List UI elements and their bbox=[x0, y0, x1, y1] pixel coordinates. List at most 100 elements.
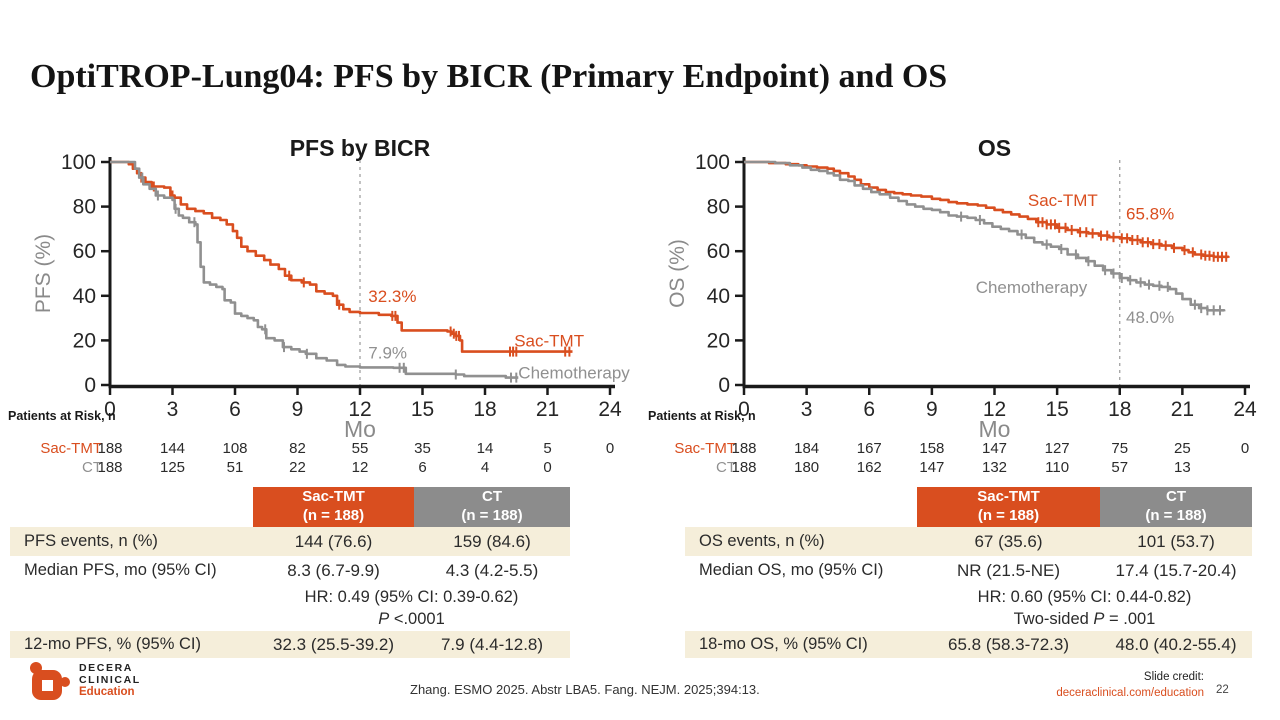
os-table-header-row: Sac-TMT (n = 188) CT (n = 188) bbox=[685, 487, 1252, 527]
logo-line-1: DECERA bbox=[79, 662, 133, 675]
risk-count: 108 bbox=[222, 440, 247, 457]
x-tick-label: 6 bbox=[229, 398, 241, 421]
hazard-ratio-block: HR: 0.60 (95% CI: 0.44-0.82) Two-sided P… bbox=[917, 585, 1252, 631]
table-row: PFS events, n (%) 144 (76.6) 159 (84.6) bbox=[10, 527, 570, 556]
pfs-kaplan-meier-chart: PFS by BICR 0 3 6 9 12 15 18 21 24 0 20 40 60 80 100 Mo P… bbox=[0, 135, 640, 480]
risk-count: 0 bbox=[543, 459, 551, 476]
row-value-sac-tmt: 32.3 (25.5-39.2) bbox=[273, 634, 394, 654]
decera-logo-icon bbox=[30, 661, 70, 701]
row-label: OS events, n (%) bbox=[699, 532, 825, 550]
header-arm-n: (n = 188) bbox=[977, 507, 1040, 524]
risk-count: 158 bbox=[919, 440, 944, 457]
x-tick-label: 24 bbox=[598, 398, 622, 421]
y-tick-label: 0 bbox=[84, 374, 96, 397]
header-arm-n: (n = 188) bbox=[302, 507, 365, 524]
x-tick-label: 18 bbox=[473, 398, 496, 421]
slide-credit-label: Slide credit: bbox=[1143, 671, 1204, 683]
header-arm-name: CT bbox=[1166, 488, 1186, 506]
chart-annotation: 32.3% bbox=[368, 287, 416, 306]
y-axis-label: OS (%) bbox=[666, 239, 689, 308]
risk-count: 82 bbox=[289, 440, 306, 457]
y-tick-label: 20 bbox=[707, 329, 730, 352]
chart-title: PFS by BICR bbox=[290, 135, 431, 161]
risk-count: 4 bbox=[481, 459, 489, 476]
x-axis-label: Mo bbox=[344, 416, 376, 442]
risk-count: 188 bbox=[731, 459, 756, 476]
chart-annotation: 65.8% bbox=[1126, 204, 1174, 223]
risk-count: 35 bbox=[414, 440, 431, 457]
header-arm-name: Sac-TMT bbox=[302, 488, 365, 506]
row-value-ct: 4.3 (4.2-5.5) bbox=[445, 560, 539, 580]
p-value-line: P <.0001 bbox=[378, 610, 445, 628]
risk-row-label: Sac-TMT bbox=[40, 440, 102, 457]
header-arm-name: Sac-TMT bbox=[977, 488, 1040, 506]
x-tick-label: 15 bbox=[1045, 398, 1068, 421]
risk-table-heading: Patients at Risk, n bbox=[8, 409, 116, 423]
x-tick-label: 21 bbox=[536, 398, 559, 421]
row-value-ct: 7.9 (4.4-12.8) bbox=[440, 634, 544, 654]
x-tick-label: 9 bbox=[926, 398, 938, 421]
y-tick-label: 60 bbox=[707, 240, 730, 263]
header-arm-n: (n = 188) bbox=[461, 507, 523, 524]
risk-count: 13 bbox=[1174, 459, 1191, 476]
pfs-table-header-ct: CT (n = 188) bbox=[414, 487, 570, 527]
x-tick-label: 6 bbox=[863, 398, 875, 421]
logo-line-2: CLINICAL bbox=[79, 673, 141, 686]
risk-count: 125 bbox=[160, 459, 185, 476]
row-label: 12-mo PFS, % (95% CI) bbox=[24, 635, 201, 653]
x-tick-label: 3 bbox=[167, 398, 179, 421]
km-curve-chemotherapy bbox=[110, 160, 519, 379]
risk-count: 147 bbox=[919, 459, 944, 476]
risk-table-heading: Patients at Risk, n bbox=[648, 409, 756, 423]
table-row: 18-mo OS, % (95% CI) 65.8 (58.3-72.3) 48… bbox=[685, 631, 1252, 658]
row-value-sac-tmt: 8.3 (6.7-9.9) bbox=[287, 560, 380, 580]
os-table-header-sac-tmt: Sac-TMT (n = 188) bbox=[917, 487, 1100, 527]
km-curve-chemotherapy bbox=[744, 160, 1226, 312]
pfs-table-header-sac-tmt: Sac-TMT (n = 188) bbox=[253, 487, 414, 527]
risk-row-label: Sac-TMT bbox=[674, 440, 736, 457]
logo-line-3: Education bbox=[79, 686, 135, 699]
risk-count: 127 bbox=[1045, 440, 1070, 457]
risk-count: 188 bbox=[97, 440, 122, 457]
table-row: Median PFS, mo (95% CI) 8.3 (6.7-9.9) 4.… bbox=[10, 556, 570, 585]
row-value-sac-tmt: 67 (35.6) bbox=[974, 531, 1043, 551]
row-value-ct: 101 (53.7) bbox=[1137, 531, 1215, 551]
risk-count: 110 bbox=[1045, 459, 1069, 476]
chart-annotation: 7.9% bbox=[368, 344, 407, 363]
x-tick-label: 12 bbox=[983, 398, 1006, 421]
risk-count: 55 bbox=[352, 440, 369, 457]
risk-count: 75 bbox=[1111, 440, 1128, 457]
row-label: Median OS, mo (95% CI) bbox=[699, 561, 884, 579]
risk-count: 5 bbox=[543, 440, 551, 457]
hazard-ratio-line: HR: 0.49 (95% CI: 0.39-0.62) bbox=[304, 587, 519, 606]
y-tick-label: 100 bbox=[61, 151, 96, 174]
table-row: Median OS, mo (95% CI) NR (21.5-NE) 17.4… bbox=[685, 556, 1252, 585]
risk-count: 132 bbox=[982, 459, 1007, 476]
y-tick-label: 80 bbox=[707, 196, 730, 219]
chart-annotation: Sac-TMT bbox=[514, 331, 584, 350]
risk-row-label: CT bbox=[82, 459, 102, 476]
risk-count: 22 bbox=[289, 459, 306, 476]
chart-annotation: Chemotherapy bbox=[976, 278, 1088, 297]
row-label: PFS events, n (%) bbox=[24, 532, 158, 550]
risk-count: 0 bbox=[606, 440, 614, 457]
header-arm-name: CT bbox=[482, 488, 502, 506]
chart-annotation: 48.0% bbox=[1126, 308, 1174, 327]
row-label: Median PFS, mo (95% CI) bbox=[24, 561, 217, 579]
chart-title: OS bbox=[978, 135, 1011, 161]
y-tick-label: 0 bbox=[718, 374, 730, 397]
os-stats-table: Sac-TMT (n = 188) CT (n = 188) OS events… bbox=[685, 487, 1252, 658]
page-number: 22 bbox=[1216, 684, 1229, 696]
risk-row-label: CT bbox=[716, 459, 736, 476]
risk-count: 12 bbox=[352, 459, 369, 476]
row-value-sac-tmt: NR (21.5-NE) bbox=[957, 560, 1060, 580]
risk-count: 144 bbox=[160, 440, 185, 457]
y-tick-label: 80 bbox=[73, 196, 96, 219]
x-tick-label: 21 bbox=[1171, 398, 1194, 421]
slide-credit-link[interactable]: deceraclinical.com/education bbox=[1056, 686, 1204, 699]
km-curve-sac-tmt bbox=[110, 160, 573, 353]
pfs-table-header-row: Sac-TMT (n = 188) CT (n = 188) bbox=[10, 487, 570, 527]
km-curve-sac-tmt bbox=[744, 160, 1230, 259]
row-label: 18-mo OS, % (95% CI) bbox=[699, 635, 868, 653]
